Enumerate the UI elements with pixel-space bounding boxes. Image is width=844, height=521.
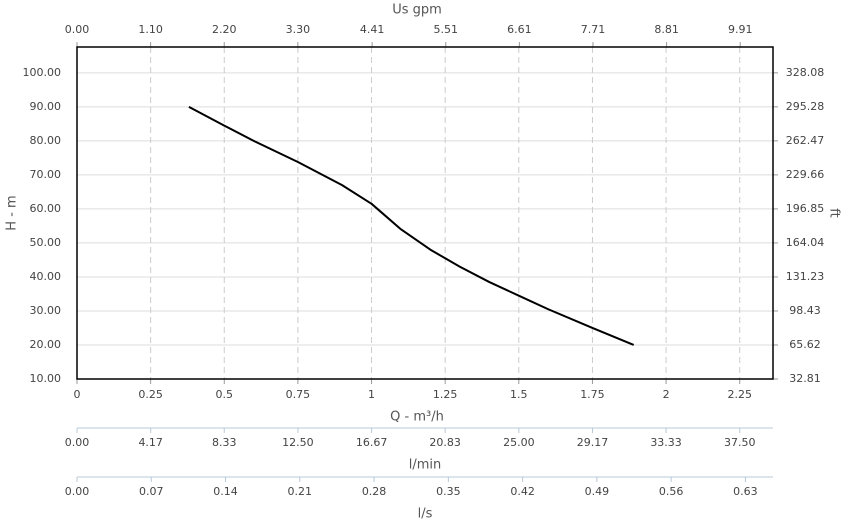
axis-tick-label: 4.17 bbox=[138, 436, 163, 449]
axis-tick-label: 0.42 bbox=[510, 485, 535, 498]
top-tick-label: 6.61 bbox=[507, 23, 532, 36]
x-tick-label: 0 bbox=[74, 388, 81, 401]
top-tick-label: 5.51 bbox=[433, 23, 458, 36]
top-tick-label: 0.00 bbox=[65, 23, 90, 36]
axis-tick-label: 0.56 bbox=[659, 485, 684, 498]
y-tick-label: 30.00 bbox=[30, 304, 62, 317]
y2-tick-label: 98.43 bbox=[789, 304, 821, 317]
axis-tick-label: 0.14 bbox=[213, 485, 238, 498]
y2-tick-label: 131.23 bbox=[786, 270, 825, 283]
axis-title: l/s bbox=[418, 507, 433, 521]
axis-tick-label: 20.83 bbox=[429, 436, 461, 449]
x-tick-label: 1 bbox=[368, 388, 375, 401]
y2-tick-label: 229.66 bbox=[786, 168, 825, 181]
y-tick-label: 10.00 bbox=[30, 372, 62, 385]
top-tick-label: 1.10 bbox=[138, 23, 163, 36]
axis-tick-label: 0.28 bbox=[362, 485, 387, 498]
y-axis-title: H - m bbox=[5, 195, 20, 230]
top-tick-label: 4.41 bbox=[360, 23, 385, 36]
y2-axis-title: ft bbox=[827, 208, 842, 217]
axis-tick-label: 0.00 bbox=[65, 436, 90, 449]
axis-tick-label: 8.33 bbox=[212, 436, 237, 449]
x-tick-label: 1.75 bbox=[580, 388, 605, 401]
x-tick-label: 0.5 bbox=[216, 388, 234, 401]
x-tick-label: 0.25 bbox=[138, 388, 163, 401]
y-tick-label: 50.00 bbox=[30, 236, 62, 249]
y2-tick-label: 164.04 bbox=[786, 236, 825, 249]
axis-tick-label: 0.35 bbox=[436, 485, 461, 498]
y-tick-label: 70.00 bbox=[30, 168, 62, 181]
plot-border bbox=[76, 46, 774, 380]
axis-tick-label: 0.00 bbox=[65, 485, 90, 498]
x-tick-label: 0.75 bbox=[286, 388, 311, 401]
curve bbox=[188, 105, 635, 346]
y-tick-label: 90.00 bbox=[30, 100, 62, 113]
axis-tick-label: 0.49 bbox=[585, 485, 610, 498]
x-tick-label: 2 bbox=[663, 388, 670, 401]
y-tick-label: 20.00 bbox=[30, 338, 62, 351]
y2-tick-label: 262.47 bbox=[786, 134, 825, 147]
y2-tick-label: 65.62 bbox=[789, 338, 821, 351]
top-tick-label: 7.71 bbox=[581, 23, 606, 36]
axis-tick-label: 0.07 bbox=[139, 485, 164, 498]
top-tick-label: 9.91 bbox=[728, 23, 753, 36]
y-tick-label: 100.00 bbox=[23, 66, 62, 79]
x-tick-label: 1.5 bbox=[510, 388, 528, 401]
y2-tick-label: 295.28 bbox=[786, 100, 825, 113]
x-tick-label: 2.25 bbox=[727, 388, 752, 401]
y2-tick-label: 196.85 bbox=[786, 202, 825, 215]
axis-tick-label: 29.17 bbox=[577, 436, 609, 449]
top-axis-title: Us gpm bbox=[392, 3, 442, 18]
top-tick-label: 2.20 bbox=[212, 23, 237, 36]
axis-tick-label: 12.50 bbox=[282, 436, 314, 449]
axis-tick-label: 37.50 bbox=[724, 436, 756, 449]
top-tick-label: 3.30 bbox=[286, 23, 311, 36]
y-tick-label: 80.00 bbox=[30, 134, 62, 147]
y-tick-label: 60.00 bbox=[30, 202, 62, 215]
axis-tick-label: 16.67 bbox=[356, 436, 388, 449]
axis-tick-label: 0.21 bbox=[288, 485, 313, 498]
axis-tick-label: 25.00 bbox=[503, 436, 535, 449]
top-tick-label: 8.81 bbox=[654, 23, 679, 36]
y-tick-label: 40.00 bbox=[30, 270, 62, 283]
axis-tick-label: 33.33 bbox=[650, 436, 682, 449]
axis-tick-label: 0.63 bbox=[733, 485, 758, 498]
axis-title: l/min bbox=[409, 458, 442, 473]
x-axis-title: Q - m³/h bbox=[390, 410, 444, 425]
y2-tick-label: 328.08 bbox=[786, 66, 825, 79]
y2-tick-label: 32.81 bbox=[789, 372, 821, 385]
x-tick-label: 1.25 bbox=[433, 388, 458, 401]
